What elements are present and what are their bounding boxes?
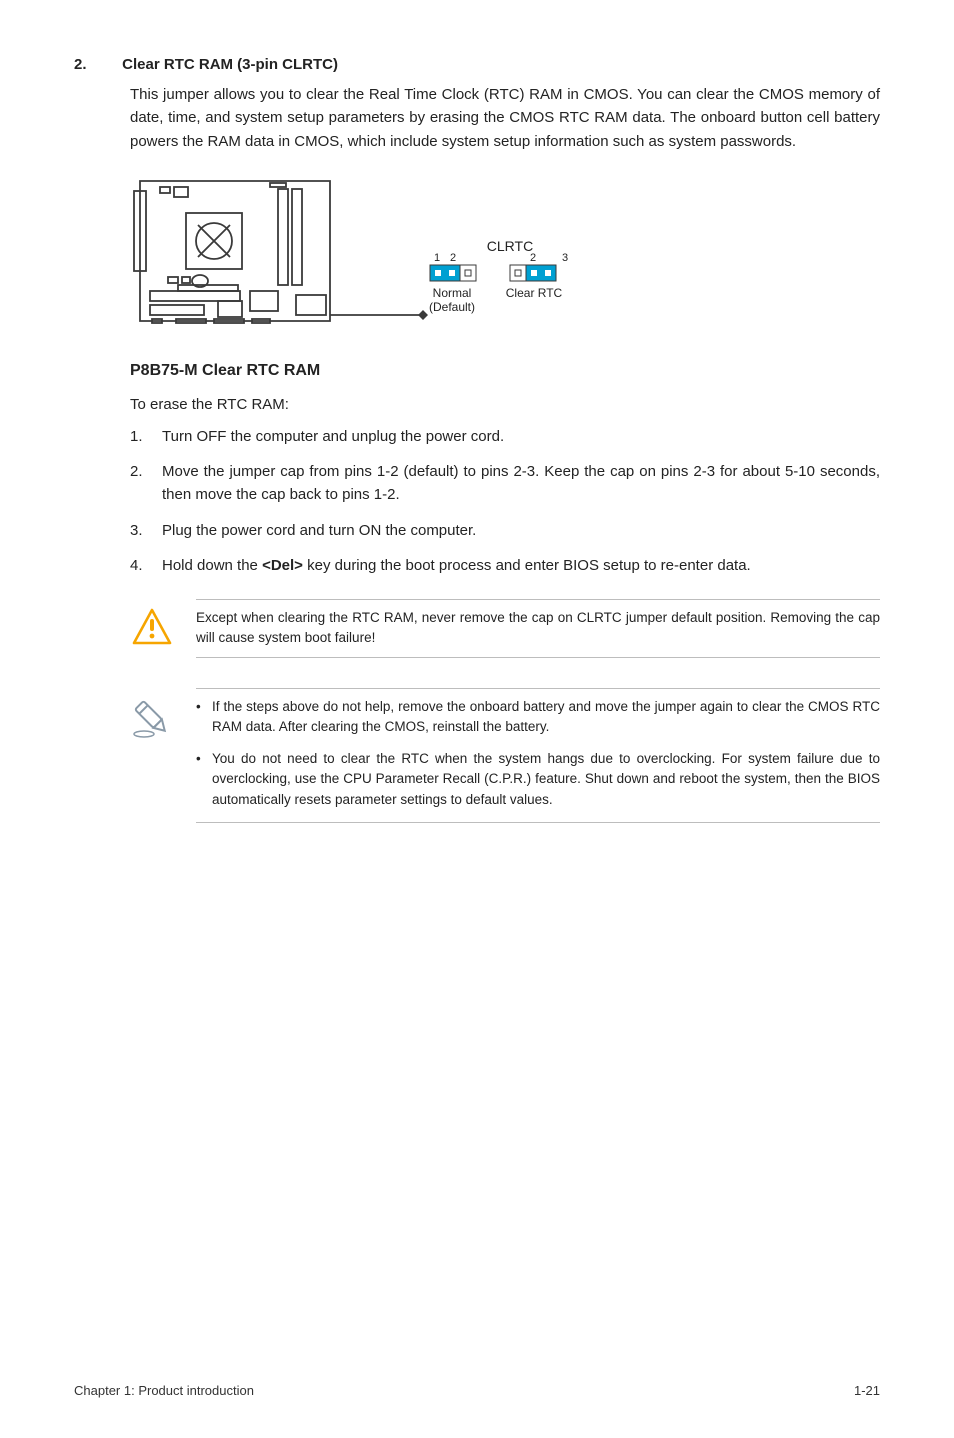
erase-steps-list: 1.Turn OFF the computer and unplug the p…	[130, 425, 880, 577]
diagram-caption: P8B75-M Clear RTC RAM	[130, 362, 880, 380]
footer-right: 1-21	[854, 1383, 880, 1398]
erase-step: 2.Move the jumper cap from pins 1-2 (def…	[130, 460, 880, 507]
erase-step-text: Hold down the <Del> key during the boot …	[162, 557, 751, 574]
warning-icon	[130, 591, 174, 652]
svg-text:Normal: Normal	[433, 286, 472, 300]
erase-step-text: Move the jumper cap from pins 1-2 (defau…	[162, 463, 880, 503]
erase-step-text: Turn OFF the computer and unplug the pow…	[162, 428, 504, 445]
erase-step: 4.Hold down the <Del> key during the boo…	[130, 554, 880, 577]
page-footer: Chapter 1: Product introduction 1-21	[74, 1383, 880, 1398]
erase-step-text: Plug the power cord and turn ON the comp…	[162, 522, 476, 539]
svg-text:Clear RTC: Clear RTC	[506, 286, 563, 300]
warning-callout: Except when clearing the RTC RAM, never …	[130, 591, 880, 666]
section-title: Clear RTC RAM (3-pin CLRTC)	[122, 56, 338, 73]
svg-text:2: 2	[530, 252, 536, 264]
jumper-diagram: CLRTC 1 2 Normal (Default) 2 3 Cl	[130, 173, 880, 380]
footer-left: Chapter 1: Product introduction	[74, 1383, 254, 1398]
clrtc-label: CLRTC	[487, 238, 533, 254]
notes-list: If the steps above do not help, remove t…	[196, 697, 880, 810]
erase-step: 1.Turn OFF the computer and unplug the p…	[130, 425, 880, 448]
svg-text:2: 2	[450, 252, 456, 264]
svg-text:1: 1	[434, 252, 440, 264]
section-heading: 2. Clear RTC RAM (3-pin CLRTC) This jump…	[74, 56, 880, 153]
warning-text: Except when clearing the RTC RAM, never …	[196, 608, 880, 649]
pencil-icon	[130, 680, 174, 745]
svg-text:(Default): (Default)	[429, 300, 475, 314]
section-number: 2.	[74, 56, 118, 73]
erase-lead: To erase the RTC RAM:	[130, 396, 880, 413]
erase-step: 3.Plug the power cord and turn ON the co…	[130, 519, 880, 542]
notes-callout: If the steps above do not help, remove t…	[130, 680, 880, 831]
note-item: You do not need to clear the RTC when th…	[196, 749, 880, 810]
svg-text:3: 3	[562, 252, 568, 264]
motherboard-diagram-svg: CLRTC 1 2 Normal (Default) 2 3 Cl	[130, 173, 630, 353]
note-item: If the steps above do not help, remove t…	[196, 697, 880, 738]
section-paragraph: This jumper allows you to clear the Real…	[130, 83, 880, 153]
